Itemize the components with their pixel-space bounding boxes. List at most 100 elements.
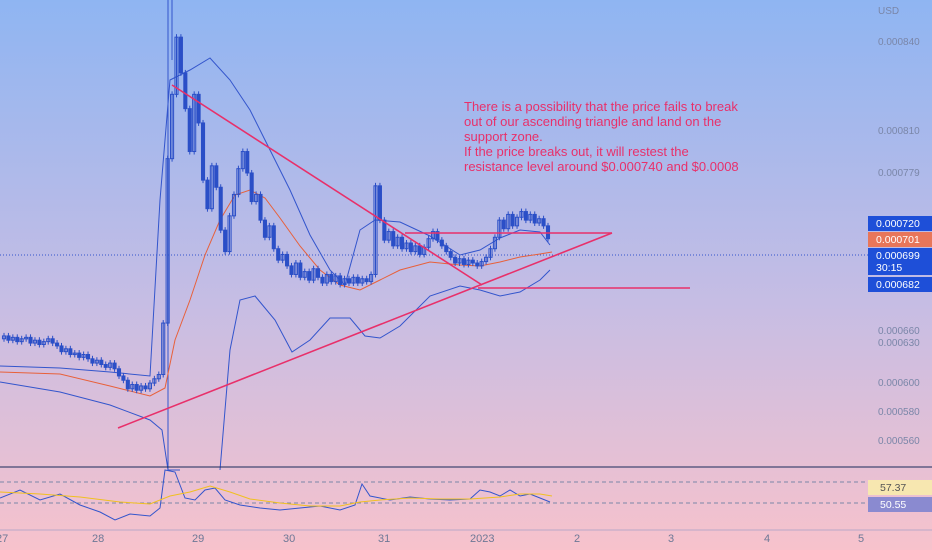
annotation-line: If the price breaks out, it will restest… (464, 144, 689, 159)
price-tick: 0.000630 (878, 338, 920, 349)
candle-body (280, 253, 285, 261)
candle-body (161, 322, 166, 376)
candle-body (475, 262, 480, 267)
candle-body (506, 213, 511, 230)
candle-body (492, 236, 497, 250)
price-tick: 0.000840 (878, 37, 920, 48)
candle-body (32, 339, 38, 344)
candle-body (369, 273, 374, 283)
candle-body (116, 368, 122, 377)
candle-body (528, 213, 533, 221)
candle-body (245, 151, 250, 174)
candle-body (46, 338, 51, 343)
candle-body (373, 185, 378, 275)
candle-body (329, 273, 334, 283)
candle-body (99, 359, 104, 366)
candle-body (223, 229, 228, 253)
candle-body (453, 256, 458, 264)
rsi-pane: 57.37 50.55 (0, 466, 932, 521)
candle-body (315, 268, 321, 278)
candle-body (532, 213, 537, 224)
candle-body (430, 231, 436, 240)
time-tick: 31 (378, 533, 390, 545)
candle-body (417, 245, 422, 255)
resistance-badge-text: 0.000720 (876, 218, 920, 230)
time-tick: 27 (0, 533, 8, 545)
candle-body (271, 225, 276, 250)
candle-body (311, 268, 316, 281)
candle-body (183, 72, 188, 110)
time-tick: 2023 (470, 533, 494, 545)
current-price-badge (868, 248, 932, 275)
candle-body (103, 364, 108, 368)
candle-body (10, 336, 15, 341)
time-tick: 5 (858, 533, 864, 545)
candle-body (174, 36, 179, 95)
annotation-line: out of our ascending triangle and land o… (464, 114, 721, 129)
candle-body (143, 385, 148, 390)
candle-body (457, 258, 462, 264)
candle-body (214, 165, 219, 188)
candle-body (523, 211, 528, 221)
rsi-ma-badge-text: 57.37 (880, 482, 906, 494)
candle-body (240, 151, 245, 170)
candle-body (285, 253, 290, 267)
time-tick: 29 (192, 533, 204, 545)
candle-body (218, 186, 223, 231)
trendlines (117, 84, 690, 429)
time-tick: 28 (92, 533, 104, 545)
candle-body (461, 258, 467, 265)
candle-body (514, 216, 520, 227)
candle-body (156, 374, 161, 380)
candle-body (59, 345, 64, 353)
price-tick: 0.000779 (878, 168, 920, 179)
candle-body (386, 231, 391, 241)
candle-body (302, 271, 307, 278)
price-tick: 0.000580 (878, 407, 920, 418)
candle-body (439, 239, 444, 247)
currency-label: USD (878, 6, 899, 17)
candle-body (298, 262, 303, 278)
bollinger-upper (0, 57, 551, 377)
candle-body (351, 276, 356, 284)
annotation-line: There is a possibility that the price fa… (464, 99, 738, 114)
candle-body (6, 335, 11, 341)
candle-body (254, 193, 259, 203)
candle-body (63, 348, 68, 353)
support-badge-text: 0.000682 (876, 279, 920, 291)
candle-body (209, 165, 214, 210)
candle-body (121, 375, 126, 381)
candle-body (400, 236, 405, 250)
candle-body (108, 362, 113, 368)
candle-body (333, 275, 338, 283)
price-tick: 0.000660 (878, 326, 920, 337)
candle-body (231, 193, 237, 217)
time-tick: 30 (283, 533, 295, 545)
candle-body (413, 245, 418, 253)
candle-body (541, 218, 546, 227)
candle-body (81, 354, 86, 358)
candle-body (205, 179, 210, 210)
candle-body (377, 185, 382, 221)
price-axis: USD 0.000840 0.000810 0.000779 0.000660 … (878, 6, 920, 447)
candle-body (192, 93, 197, 153)
candle-body (484, 256, 489, 263)
rsi-ma-badge (868, 480, 932, 495)
candle-body (15, 336, 20, 343)
candle-body (488, 248, 493, 258)
ma-badge (868, 232, 932, 247)
candle-body (395, 236, 400, 247)
rsi-badge (868, 497, 932, 512)
candle-body (178, 36, 183, 74)
support-badge (868, 277, 932, 292)
candle-body (519, 211, 524, 218)
candle-body (426, 238, 431, 248)
candle-body (382, 219, 387, 241)
annotation-line: support zone. (464, 129, 543, 144)
candle-body (125, 379, 130, 390)
candle-body (435, 231, 440, 241)
candle-body (408, 242, 413, 253)
candle-body (448, 251, 453, 258)
time-tick: 4 (764, 533, 770, 545)
